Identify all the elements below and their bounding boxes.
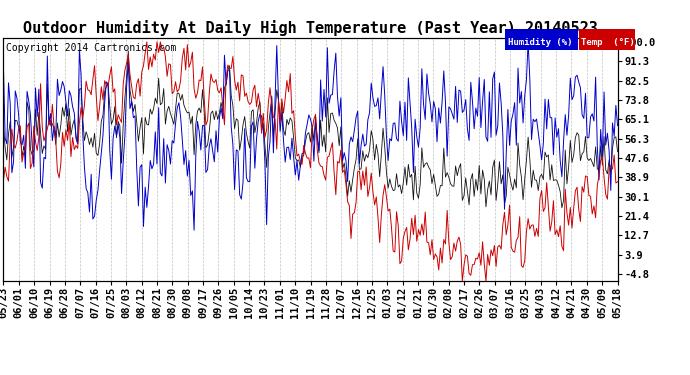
Text: Temp  (°F): Temp (°F)	[581, 38, 635, 47]
Text: Copyright 2014 Cartronics.com: Copyright 2014 Cartronics.com	[6, 43, 176, 52]
Title: Outdoor Humidity At Daily High Temperature (Past Year) 20140523: Outdoor Humidity At Daily High Temperatu…	[23, 20, 598, 36]
Text: Humidity (%): Humidity (%)	[508, 38, 572, 47]
